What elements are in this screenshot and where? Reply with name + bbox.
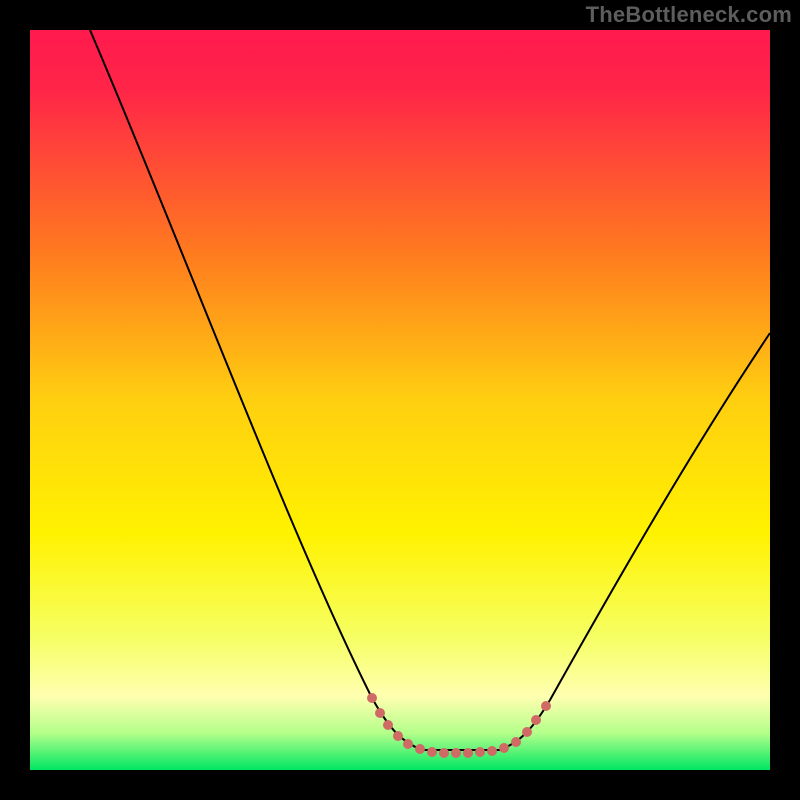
curve-marker xyxy=(511,737,521,747)
curve-marker xyxy=(439,748,449,758)
curve-marker xyxy=(393,731,403,741)
curve-marker xyxy=(487,746,497,756)
curve-marker xyxy=(531,715,541,725)
curve-marker xyxy=(451,748,461,758)
chart-background xyxy=(30,30,770,770)
curve-marker xyxy=(427,747,437,757)
curve-marker xyxy=(499,743,509,753)
chart-frame xyxy=(30,30,770,770)
watermark-text: TheBottleneck.com xyxy=(586,2,792,28)
curve-marker xyxy=(475,747,485,757)
curve-marker xyxy=(463,748,473,758)
curve-marker xyxy=(522,727,532,737)
curve-marker xyxy=(541,701,551,711)
curve-marker xyxy=(375,708,385,718)
curve-marker xyxy=(415,744,425,754)
curve-marker xyxy=(383,720,393,730)
curve-marker xyxy=(403,739,413,749)
curve-marker xyxy=(367,693,377,703)
bottleneck-curve-chart xyxy=(30,30,770,770)
